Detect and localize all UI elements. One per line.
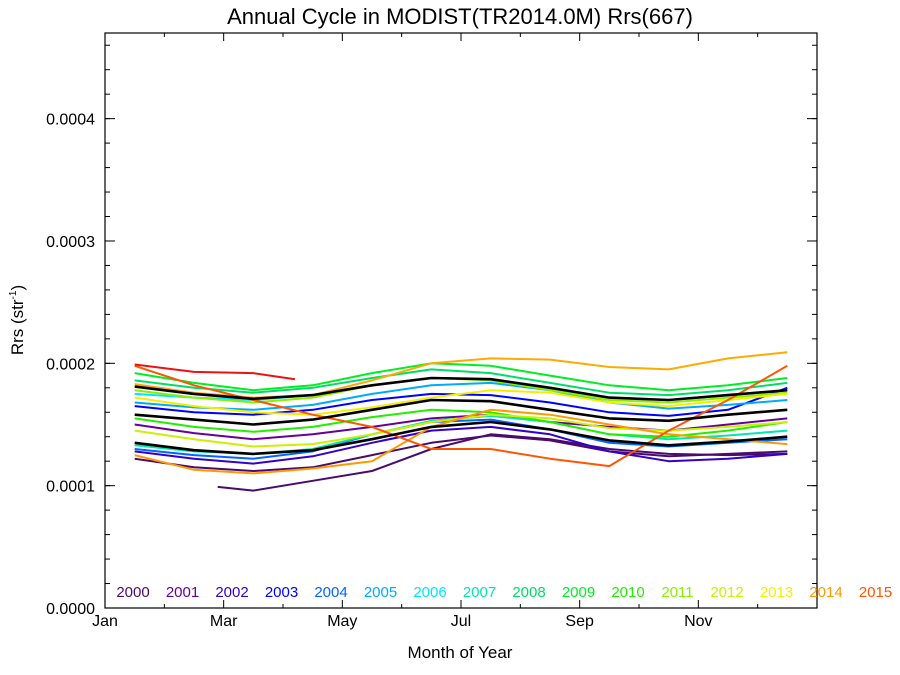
legend-item-2008: 2008 bbox=[512, 584, 545, 601]
legend-item-2002: 2002 bbox=[215, 584, 248, 601]
legend-item-2004: 2004 bbox=[314, 584, 347, 601]
y-axis-label: Rrs (str-1) bbox=[8, 285, 27, 355]
chart-title: Annual Cycle in MODIST(TR2014.0M) Rrs(66… bbox=[227, 4, 693, 29]
legend-item-2010: 2010 bbox=[611, 584, 644, 601]
series-line-2009-10 bbox=[134, 362, 788, 392]
y-axis: 0.0000 0.0001 0.0002 0.0003 0.0004 bbox=[46, 44, 817, 618]
legend-item-2013: 2013 bbox=[760, 584, 793, 601]
series-line-2013-14 bbox=[134, 389, 788, 416]
legend-item-2005: 2005 bbox=[364, 584, 397, 601]
series-line-extra-20 bbox=[134, 398, 788, 426]
legend-item-2009: 2009 bbox=[562, 584, 595, 601]
series-line-2002-3 bbox=[134, 425, 788, 465]
series-line-extra-21 bbox=[134, 420, 788, 456]
legend-item-2011: 2011 bbox=[661, 584, 693, 601]
y-tick-label: 0.0002 bbox=[46, 356, 95, 373]
x-tick-label: Mar bbox=[210, 613, 238, 630]
series-line-2005-6 bbox=[134, 381, 788, 411]
x-tick-label: May bbox=[327, 613, 357, 630]
legend-item-2014: 2014 bbox=[809, 584, 842, 601]
x-axis-label: Month of Year bbox=[408, 643, 513, 662]
y-axis-label-close: ) bbox=[8, 285, 27, 291]
y-tick-label: 0.0003 bbox=[46, 234, 95, 251]
x-tick-label: Jan bbox=[92, 613, 118, 630]
y-tick-label: 0.0004 bbox=[46, 112, 95, 129]
legend-item-2007: 2007 bbox=[463, 584, 496, 601]
x-tick-label: Nov bbox=[684, 613, 712, 630]
series-line-extra-18 bbox=[134, 363, 296, 381]
series-line-2000-1 bbox=[217, 433, 788, 492]
legend-item-2001: 2001 bbox=[166, 584, 199, 601]
y-tick-label: 0.0001 bbox=[46, 479, 95, 496]
y-axis-label-main: Rrs (str bbox=[8, 299, 27, 355]
plot-frame bbox=[104, 32, 818, 609]
legend-item-2015: 2015 bbox=[859, 584, 892, 601]
x-tick-label: Sep bbox=[565, 613, 594, 630]
legend-item-2012: 2012 bbox=[710, 584, 743, 601]
legend-item-2003: 2003 bbox=[265, 584, 298, 601]
x-tick-label: Jul bbox=[451, 613, 471, 630]
x-axis: Jan Mar May Jul Sep Nov bbox=[92, 33, 759, 630]
legend: 2000 2001 2002 2003 2004 2005 2006 2007 2008 2009… bbox=[116, 584, 892, 601]
series-line-extra-19 bbox=[134, 376, 788, 402]
series-line-2008-9 bbox=[134, 368, 788, 397]
series-line-2000-0 bbox=[134, 434, 788, 472]
legend-item-2006: 2006 bbox=[413, 584, 446, 601]
legend-item-2000: 2000 bbox=[116, 584, 149, 601]
series-layer bbox=[134, 351, 788, 492]
y-tick-label: 0.0000 bbox=[46, 601, 95, 618]
series-line-2014-16 bbox=[134, 408, 788, 475]
y-axis-label-sup: -1 bbox=[8, 290, 19, 299]
